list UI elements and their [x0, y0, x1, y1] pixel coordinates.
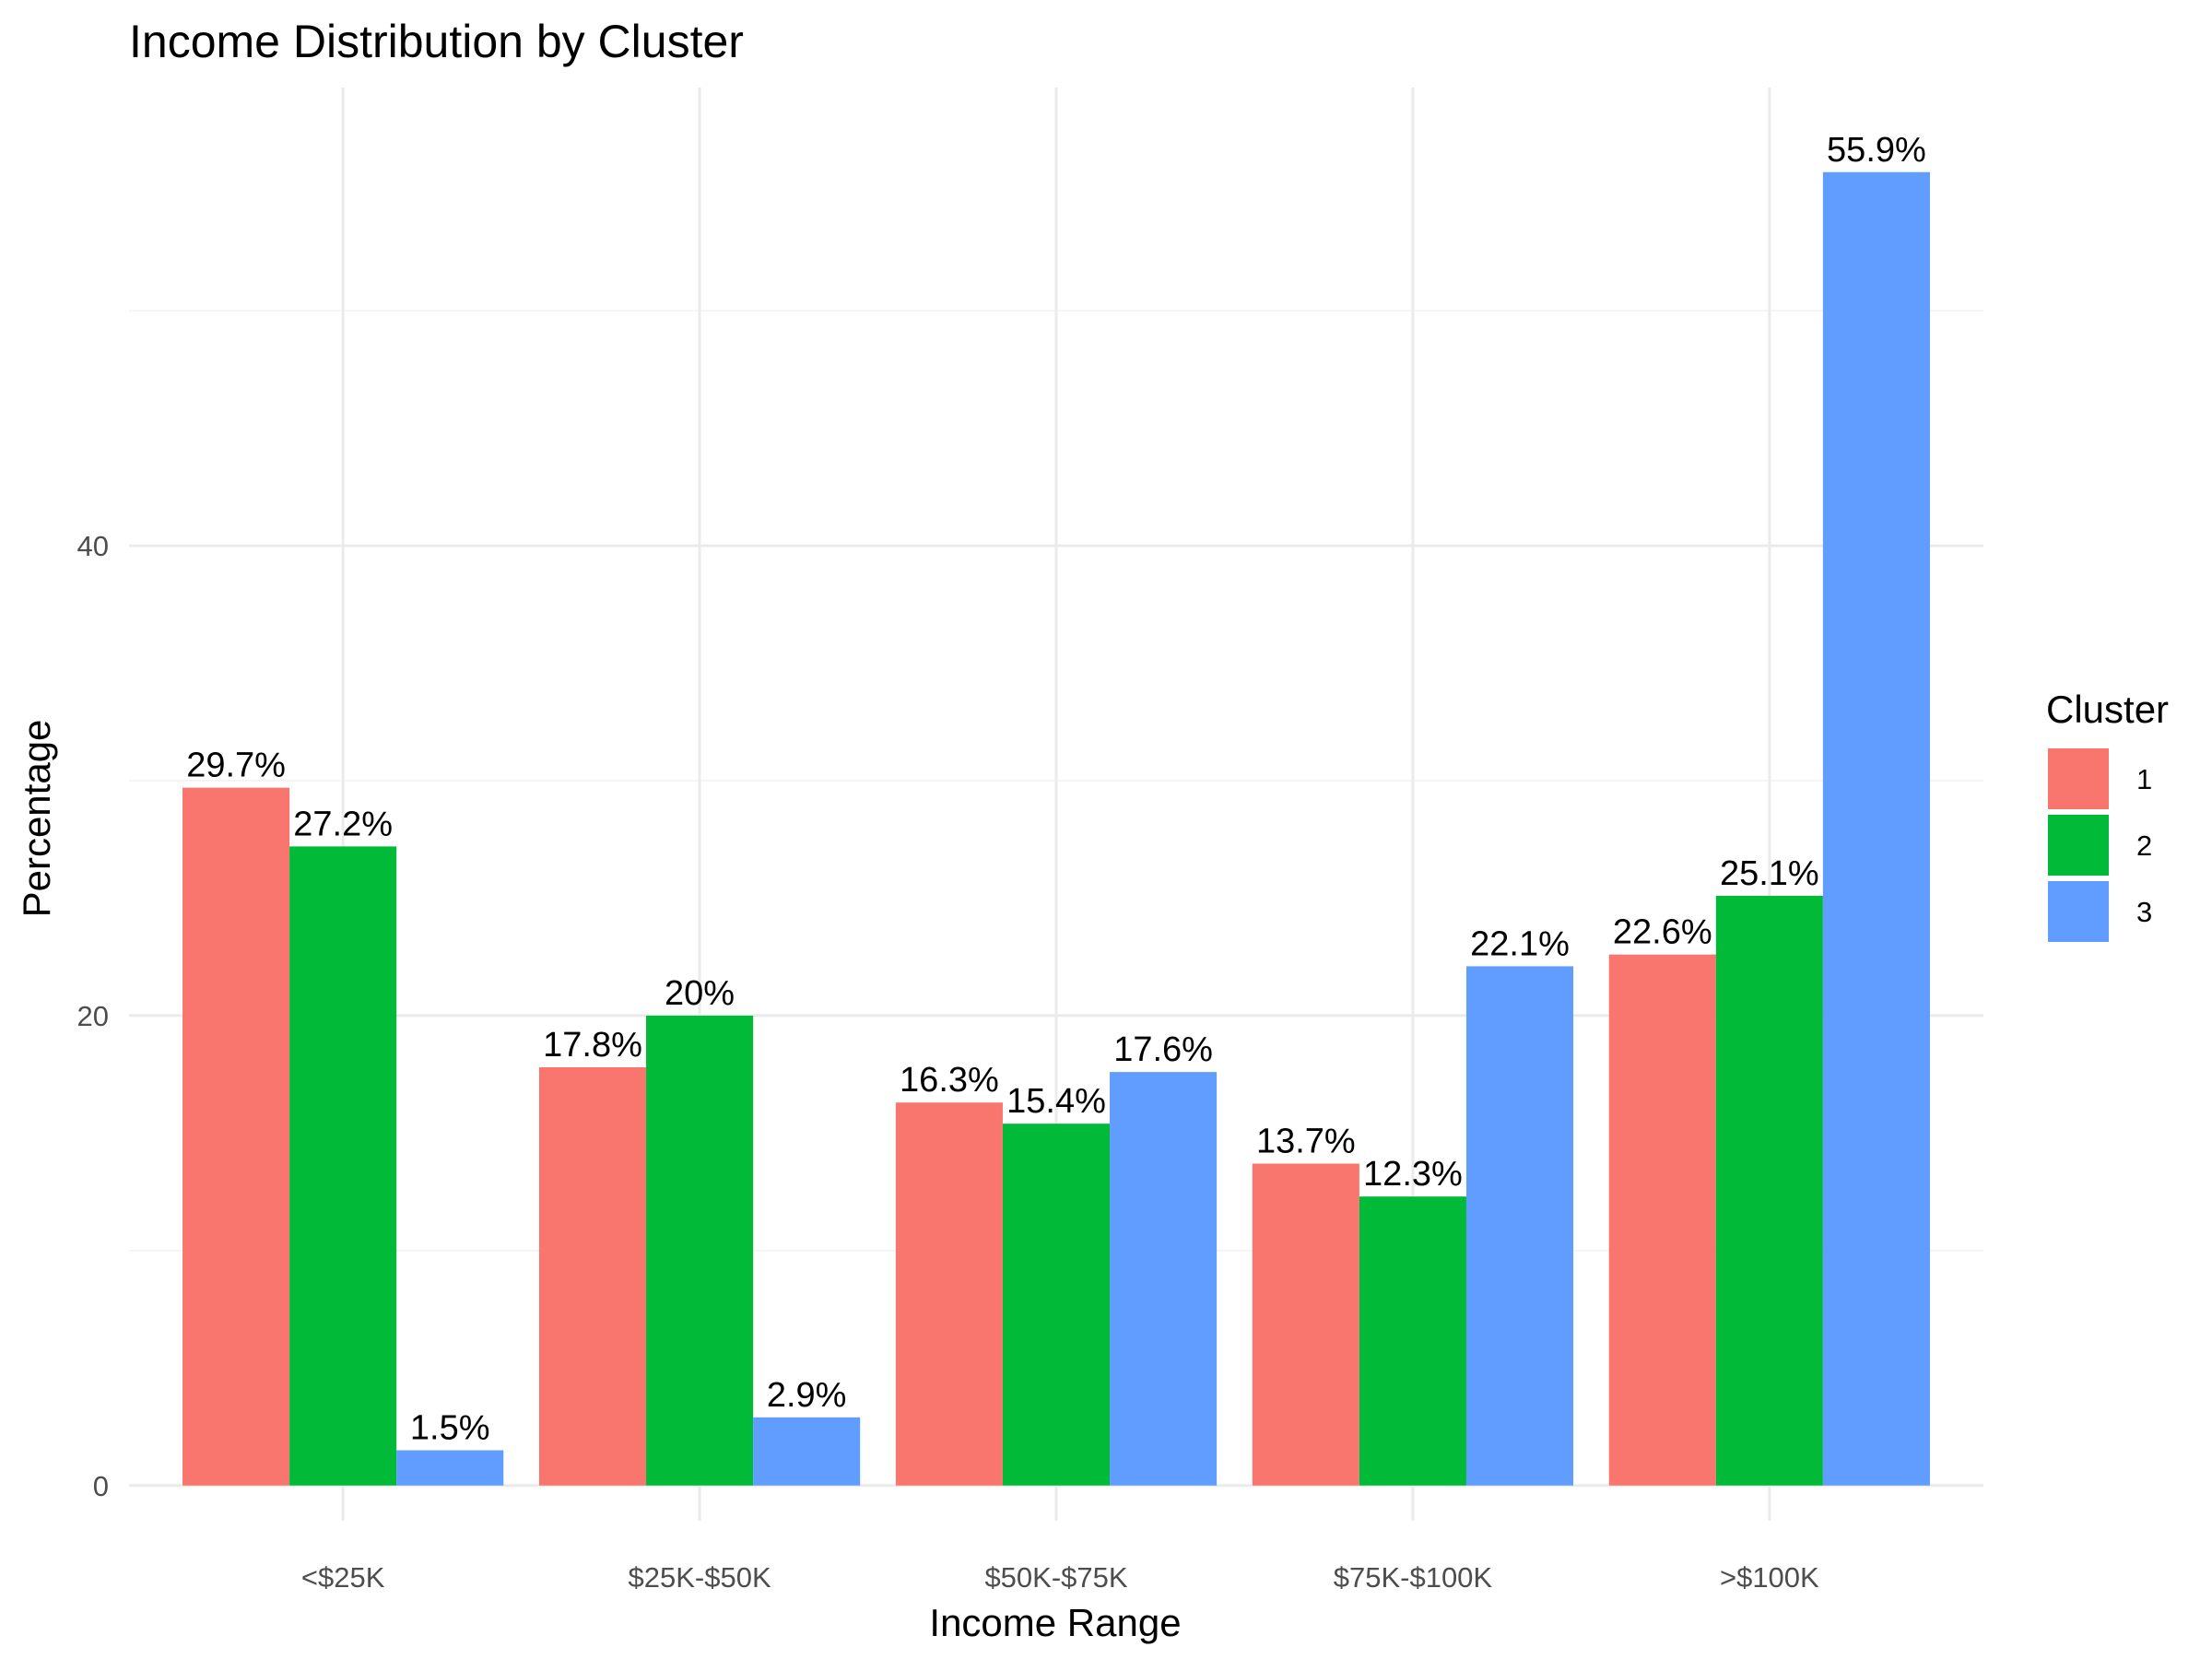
x-tick-label: <$25K [301, 1561, 385, 1594]
legend-label: 1 [2136, 763, 2152, 795]
x-tick-label: >$100K [1720, 1561, 1819, 1594]
data-label: 55.9% [1827, 131, 1926, 170]
legend-title: Cluster [2046, 688, 2169, 731]
bar-cluster-1 [1608, 954, 1716, 1486]
data-label: 15.4% [1006, 1082, 1106, 1121]
data-label: 27.2% [293, 805, 393, 843]
data-label: 17.6% [1113, 1030, 1213, 1069]
data-label: 16.3% [900, 1061, 999, 1100]
data-label: 29.7% [186, 747, 286, 785]
bars [182, 171, 1930, 1486]
data-label: 2.9% [767, 1376, 847, 1415]
data-labels: 29.7% 17.8% 16.3% 13.7% 22.6% 27.2% 20% 15.4% 12… [186, 131, 1926, 1448]
bar-cluster-3 [1465, 966, 1574, 1486]
x-axis-ticks: <$25K $25K-$50K $50K-$75K $75K-$100K >$100K [301, 1561, 1819, 1594]
y-tick-label: 0 [93, 1470, 109, 1502]
x-tick-label: $75K-$100K [1334, 1561, 1493, 1594]
bar-cluster-1 [182, 787, 290, 1486]
x-tick-label: $25K-$50K [629, 1561, 771, 1594]
legend-key-1 [2048, 748, 2109, 809]
bar-cluster-2 [289, 846, 397, 1486]
data-label: 20% [665, 974, 735, 1013]
data-label: 22.1% [1470, 924, 1570, 963]
legend-key-2 [2048, 815, 2109, 876]
data-label: 25.1% [1720, 854, 1819, 893]
y-tick-label: 40 [77, 530, 109, 562]
legend: Cluster 1 2 3 [2046, 688, 2169, 942]
data-label: 22.6% [1613, 913, 1712, 952]
bar-cluster-1 [895, 1102, 1003, 1486]
bar-cluster-1 [538, 1067, 647, 1486]
bar-cluster-2 [1715, 895, 1823, 1486]
bar-cluster-1 [1252, 1163, 1359, 1486]
legend-label: 2 [2136, 830, 2152, 862]
bar-cluster-3 [396, 1450, 504, 1486]
legend-label: 3 [2136, 896, 2152, 928]
bar-cluster-2 [1359, 1196, 1466, 1486]
y-axis-ticks: 0 20 40 [77, 530, 109, 1502]
y-tick-label: 20 [77, 1000, 109, 1032]
chart-title: Income Distribution by Cluster [129, 16, 744, 67]
bar-cluster-3 [753, 1417, 861, 1486]
x-axis-title: Income Range [929, 1601, 1181, 1644]
y-axis-title: Percentage [15, 720, 58, 918]
data-label: 12.3% [1363, 1155, 1463, 1194]
bar-cluster-3 [1822, 171, 1930, 1486]
bar-cluster-2 [646, 1015, 754, 1486]
data-label: 13.7% [1256, 1123, 1356, 1161]
bar-cluster-3 [1110, 1072, 1218, 1486]
x-tick-label: $50K-$75K [984, 1561, 1127, 1594]
bar-cluster-2 [1002, 1124, 1111, 1486]
data-label: 1.5% [410, 1409, 490, 1448]
data-label: 17.8% [543, 1026, 642, 1065]
legend-key-3 [2048, 881, 2109, 942]
